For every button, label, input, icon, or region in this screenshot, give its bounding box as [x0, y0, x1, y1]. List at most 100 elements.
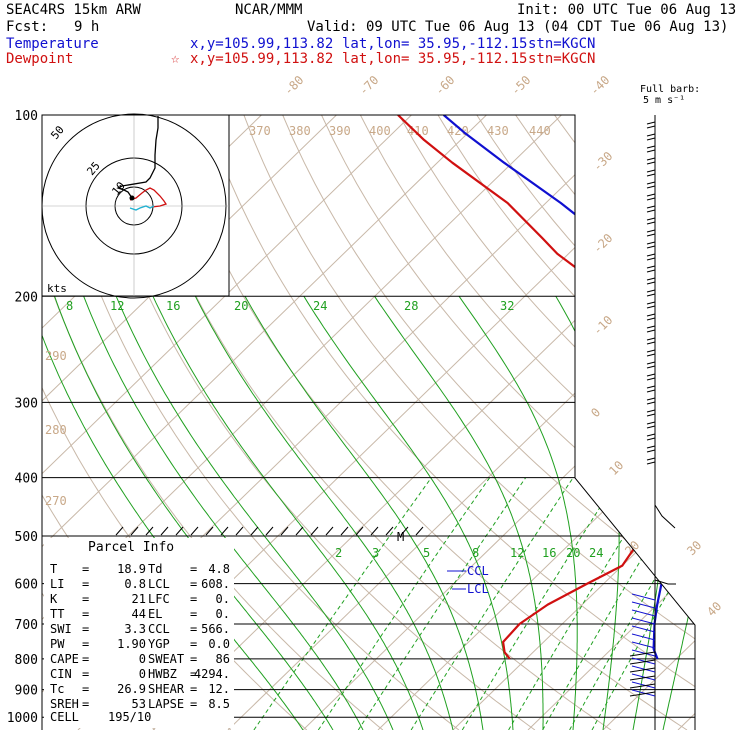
parcel-label: SHEAR [148, 682, 185, 696]
isotherm-line [302, 115, 695, 730]
temperature-stn: stn=KGCN [528, 36, 596, 52]
wind-barb [646, 433, 656, 437]
parcel-label: LCL [148, 577, 170, 591]
parcel-label: CAPE [50, 652, 79, 666]
mixing-ratio-label: 12 [510, 546, 524, 560]
parcel-label: LFC [148, 592, 170, 606]
isotherm-label: -20 [590, 231, 615, 256]
parcel-label: Td [148, 562, 163, 576]
valid-time: Valid: 09 UTC Tue 06 Aug 13 (04 CDT Tue … [307, 19, 729, 35]
isotherm-label: -70 [356, 73, 381, 98]
moist-adiabat [83, 296, 364, 730]
plot-frame [42, 114, 696, 730]
moist-adiabat [303, 296, 514, 730]
parcel-equals: = [190, 697, 198, 711]
temperature-xy: x,y=105.99,113.82 [190, 36, 334, 52]
pressure-label: 900 [15, 684, 38, 699]
wind-barb [646, 265, 656, 269]
moist-adiabat [374, 296, 544, 730]
parcel-label: CCL [148, 622, 170, 636]
parcel-info-panel: Parcel Info T = 18.9 Td = 4.8 LI = 0.8 LCL = 608. K =… [44, 538, 234, 728]
dry-adiabat-label: 370 [249, 124, 271, 138]
parcel-value: 0. [215, 592, 230, 606]
parcel-equals: = [82, 652, 90, 666]
parcel-value: 8.5 [208, 697, 230, 711]
wind-barb [646, 437, 656, 441]
wind-barb-lower [631, 625, 656, 633]
wind-barb-lower [631, 609, 656, 617]
level-tick [145, 526, 154, 536]
parcel-equals: = [190, 622, 198, 636]
pressure-label: 700 [15, 618, 38, 633]
parcel-value: 0 [138, 652, 146, 666]
dry-adiabat [359, 115, 695, 730]
hodograph-storm-dot [129, 195, 135, 201]
fcst-label: Fcst: [6, 19, 49, 35]
dry-adiabat [243, 115, 695, 730]
moist-adiabat [152, 296, 424, 730]
dewpoint-latlon: lat,lon= 35.95,-112.15 [342, 51, 528, 67]
wind-barb-lower [629, 683, 656, 689]
dewpoint-legend: Dewpoint [6, 51, 74, 67]
wind-barb [646, 229, 656, 233]
level-tick [355, 526, 364, 536]
parcel-equals: = [82, 562, 90, 576]
parcel-equals: = [190, 607, 198, 621]
moist-adiabat [458, 296, 578, 730]
wind-barb [646, 241, 656, 245]
isotherm-label: -40 [587, 73, 612, 98]
model-title: SEAC4RS 15km ARW [6, 2, 141, 18]
parcel-label: PW [50, 637, 65, 651]
wind-barb [646, 233, 656, 237]
moist-adiabat-label: 28 [404, 299, 418, 313]
pressure-label: 300 [15, 396, 38, 411]
parcel-value: 12. [208, 682, 230, 696]
parcel-label: T [50, 562, 58, 576]
wind-barb [646, 221, 656, 225]
dry-adiabat-label: 380 [289, 124, 311, 138]
moist-adiabat-label: 24 [313, 299, 327, 313]
fcst-value: 9 h [74, 19, 100, 35]
level-tick [295, 526, 304, 536]
isotherm-line [42, 115, 487, 730]
wind-barb [646, 445, 656, 449]
dry-adiabat-label: 440 [529, 124, 551, 138]
wind-barb [646, 149, 656, 153]
wind-barb [646, 121, 656, 125]
parcel-label: K [50, 592, 58, 606]
wind-barb [646, 341, 656, 345]
isotherm-label: 30 [684, 538, 704, 558]
wind-barb-lower [631, 657, 656, 665]
parcel-label: LAPSE [148, 697, 185, 711]
dry-adiabat-label: 390 [329, 124, 351, 138]
mixing-ratio-line [410, 477, 574, 730]
parcel-label: SWI [50, 622, 72, 636]
hodograph-low-trace-cyan [129, 205, 155, 211]
level-tick [325, 526, 334, 536]
parcel-label: YGP [148, 637, 170, 651]
parcel-value: 1.90 [117, 637, 146, 651]
wind-barb-lower [631, 665, 656, 673]
pressure-label: 400 [15, 472, 38, 487]
wind-barb [646, 281, 656, 285]
wind-barb [646, 245, 656, 249]
isotherm-line [227, 115, 695, 730]
init-time: Init: 00 UTC Tue 06 Aug 13 [517, 2, 737, 18]
parcel-value: 44 [131, 607, 146, 621]
wind-barb [646, 317, 656, 321]
wind-barb [646, 373, 656, 377]
wind-barb [646, 397, 656, 401]
hodograph-box [41, 114, 230, 297]
parcel-equals: = [190, 652, 198, 666]
level-tick [220, 526, 229, 536]
isotherm-line [42, 115, 337, 730]
parcel-label: TT [50, 607, 65, 621]
mixing-ratio-line [508, 477, 661, 730]
parcel-equals: = [190, 562, 198, 576]
m-marker: M [397, 530, 404, 544]
parcel-label: SREH [50, 697, 79, 711]
isotherm-label: -50 [508, 73, 533, 98]
moist-adiabat-label: 8 [66, 299, 73, 313]
temperature-legend: Temperature [6, 36, 99, 52]
